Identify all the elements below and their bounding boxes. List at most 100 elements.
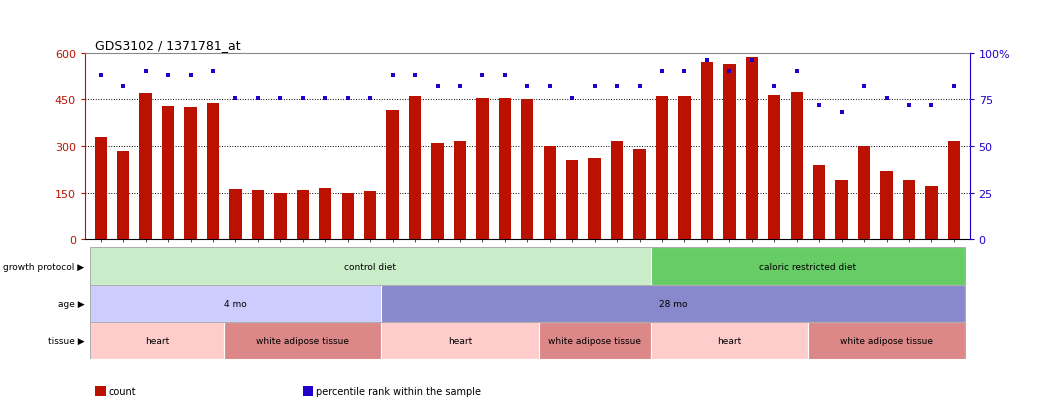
Text: tissue ▶: tissue ▶ [48,336,85,345]
Point [744,58,760,64]
Bar [723,64,735,240]
Point [362,95,379,102]
Bar [880,171,893,240]
Bar [588,159,600,240]
Bar [162,106,174,240]
Point [204,69,221,76]
Point [834,110,850,116]
Bar [634,150,646,240]
Bar [538,322,651,359]
Bar [746,58,758,240]
Bar [117,151,130,240]
Bar [297,191,309,240]
Point [586,84,602,90]
Bar [206,103,219,240]
Text: GDS3102 / 1371781_at: GDS3102 / 1371781_at [95,39,241,52]
Bar [790,93,803,240]
Bar [543,147,556,240]
Bar [768,95,781,240]
Text: heart: heart [448,336,472,345]
Point [183,73,199,79]
Bar [140,94,151,240]
Bar [655,97,668,240]
Point [272,95,288,102]
Bar [925,187,937,240]
Bar [499,99,511,240]
Bar [89,248,651,285]
Bar [94,137,107,240]
Text: growth protocol ▶: growth protocol ▶ [3,262,85,271]
Point [676,69,693,76]
Point [901,102,918,109]
Bar [701,63,713,240]
Point [923,102,940,109]
Bar [89,285,382,322]
Point [946,84,962,90]
Bar [476,99,488,240]
Text: heart: heart [145,336,169,345]
Bar [678,97,691,240]
Point [137,69,153,76]
Point [541,84,558,90]
Point [632,84,648,90]
Point [699,58,716,64]
Bar [566,161,579,240]
Bar [948,142,960,240]
Point [385,73,401,79]
Text: age ▶: age ▶ [58,299,85,308]
Bar [341,193,354,240]
Text: percentile rank within the sample: percentile rank within the sample [316,386,481,396]
Bar [224,322,382,359]
Point [295,95,311,102]
Bar [274,193,286,240]
Text: white adipose tissue: white adipose tissue [840,336,933,345]
Point [407,73,423,79]
Bar [813,165,825,240]
Point [497,73,513,79]
Point [452,84,469,90]
Point [160,73,176,79]
Point [653,69,670,76]
Point [227,95,244,102]
Point [92,73,109,79]
Text: 4 mo: 4 mo [224,299,247,308]
Bar [319,188,332,240]
Text: 28 mo: 28 mo [658,299,688,308]
Point [878,95,895,102]
Text: white adipose tissue: white adipose tissue [256,336,349,345]
Bar [858,147,870,240]
Bar [808,322,965,359]
Text: heart: heart [718,336,741,345]
Bar [409,97,421,240]
Point [811,102,828,109]
Point [250,95,267,102]
Point [609,84,625,90]
Point [339,95,356,102]
Text: count: count [109,386,137,396]
Bar [382,322,538,359]
Bar [651,248,965,285]
Bar [382,285,965,322]
Bar [903,181,915,240]
Point [474,73,491,79]
Bar [611,142,623,240]
Bar [836,181,848,240]
Point [564,95,581,102]
Bar [651,322,808,359]
Bar [522,100,533,240]
Point [766,84,783,90]
Point [856,84,872,90]
Point [721,69,737,76]
Text: control diet: control diet [344,262,396,271]
Bar [454,142,467,240]
Bar [229,189,242,240]
Text: caloric restricted diet: caloric restricted diet [759,262,857,271]
Bar [387,111,399,240]
Point [788,69,805,76]
Bar [364,192,376,240]
Bar [431,143,444,240]
Bar [252,191,264,240]
Bar [185,108,197,240]
Point [518,84,535,90]
Point [429,84,446,90]
